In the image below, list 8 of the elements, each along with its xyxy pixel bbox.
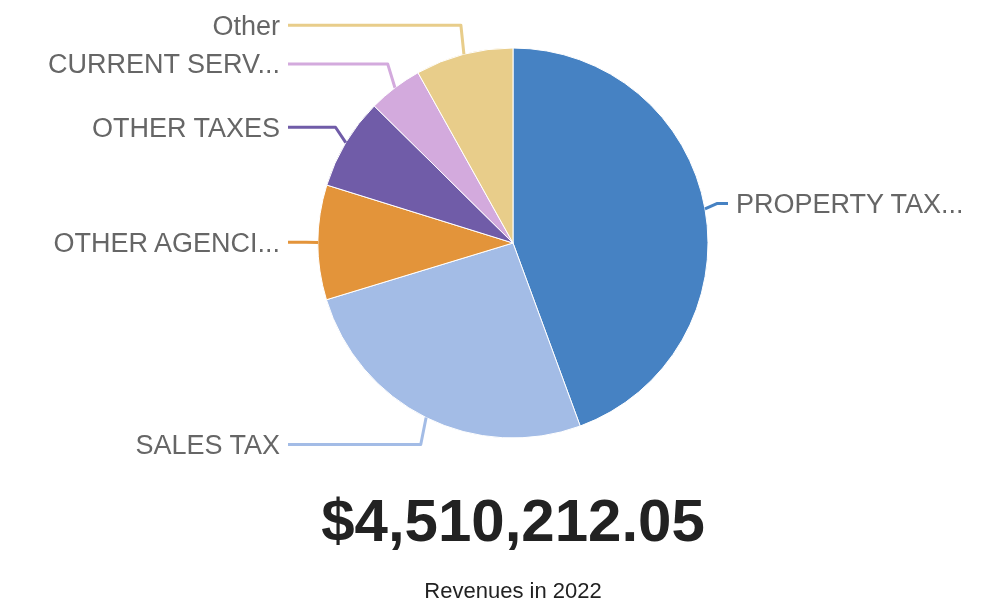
slice-label: Other	[212, 10, 280, 41]
slice-label: PROPERTY TAX...	[736, 189, 964, 220]
slice-label: OTHER TAXES	[91, 112, 280, 143]
slice-label: OTHER AGENCI...	[53, 227, 280, 258]
text: Revenues in 2022	[424, 578, 602, 603]
slice-label: SALES TAX	[135, 429, 280, 460]
slice-label: CURRENT SERV...	[47, 49, 280, 80]
text: $4,510,212.05	[321, 487, 705, 554]
